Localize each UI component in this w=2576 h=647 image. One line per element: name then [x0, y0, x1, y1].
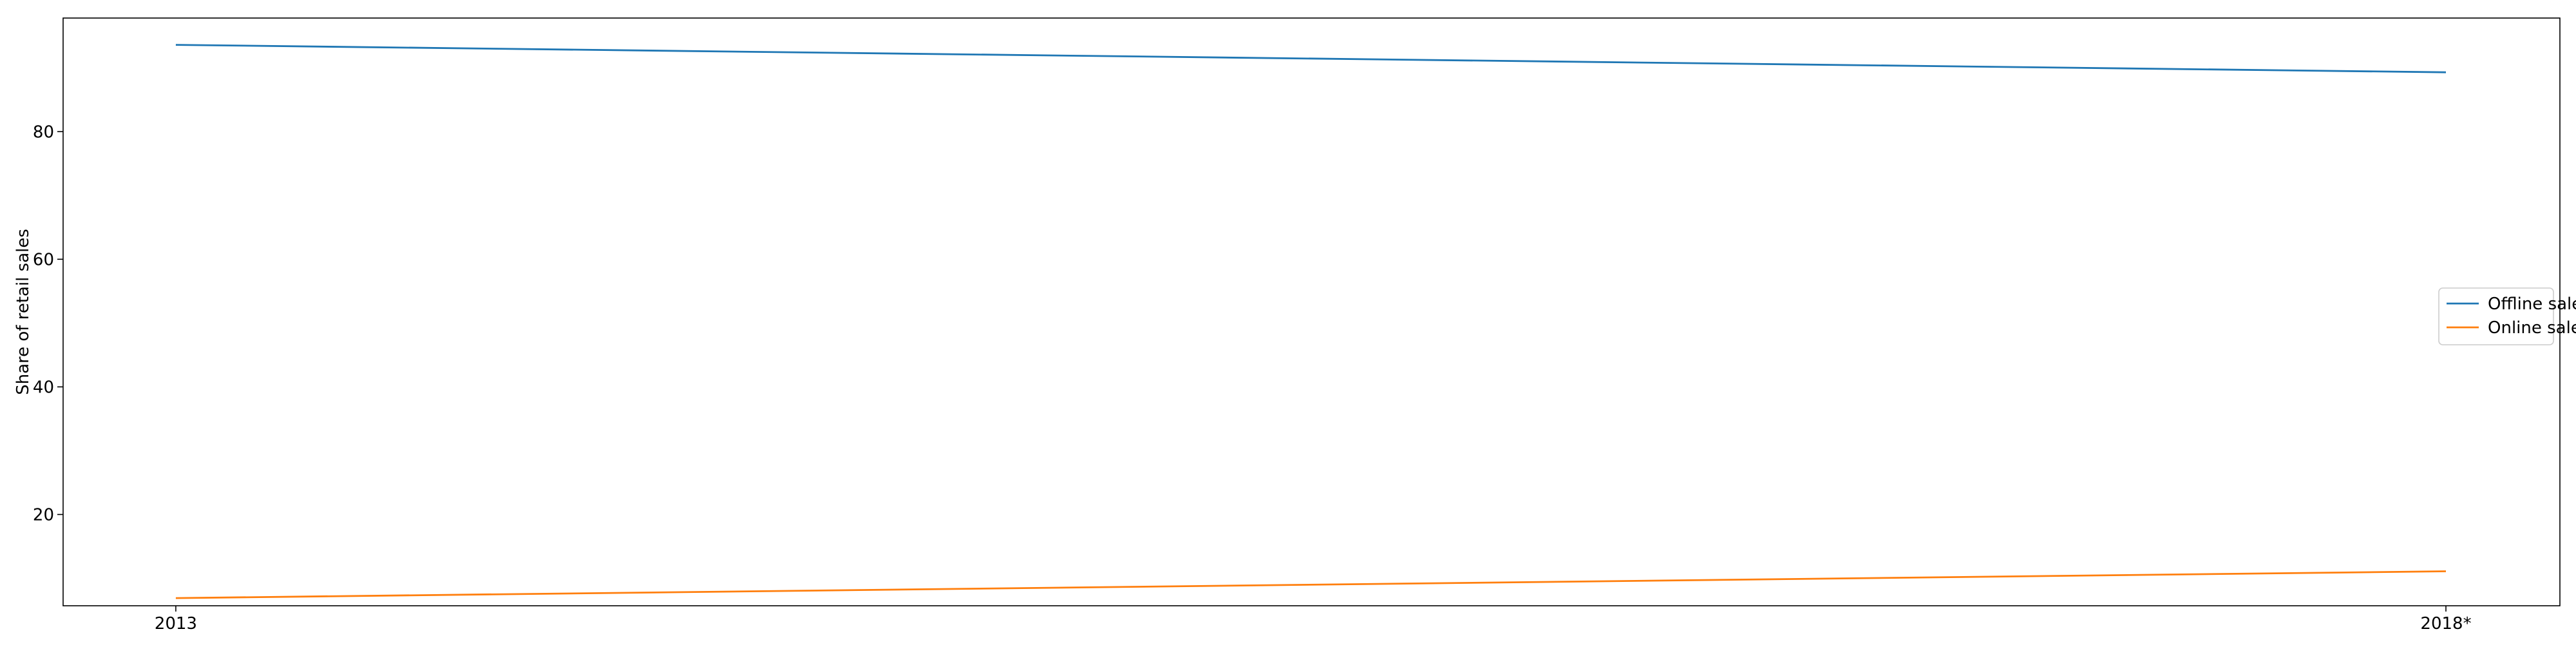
y-tick-label: 40	[33, 378, 54, 397]
x-tick-label: 2018*	[2420, 614, 2471, 633]
plot-area: 20 40 60 80 2013 2018*	[33, 17, 2561, 633]
y-axis-label: Share of retail sales	[14, 229, 33, 395]
plot-frame	[62, 17, 2561, 606]
legend-frame	[2438, 287, 2554, 345]
y-tick-label: 60	[33, 250, 54, 269]
legend-label-1: Online sales	[2488, 318, 2576, 338]
series-line-1	[175, 570, 2447, 599]
y-tick-label: 20	[33, 505, 54, 525]
x-tick-label: 2013	[155, 614, 197, 633]
series-line-0	[175, 44, 2447, 73]
legend: Offline sales Online sales	[2438, 287, 2576, 345]
legend-label-0: Offline sales	[2488, 295, 2576, 314]
y-tick-label: 80	[33, 122, 54, 142]
